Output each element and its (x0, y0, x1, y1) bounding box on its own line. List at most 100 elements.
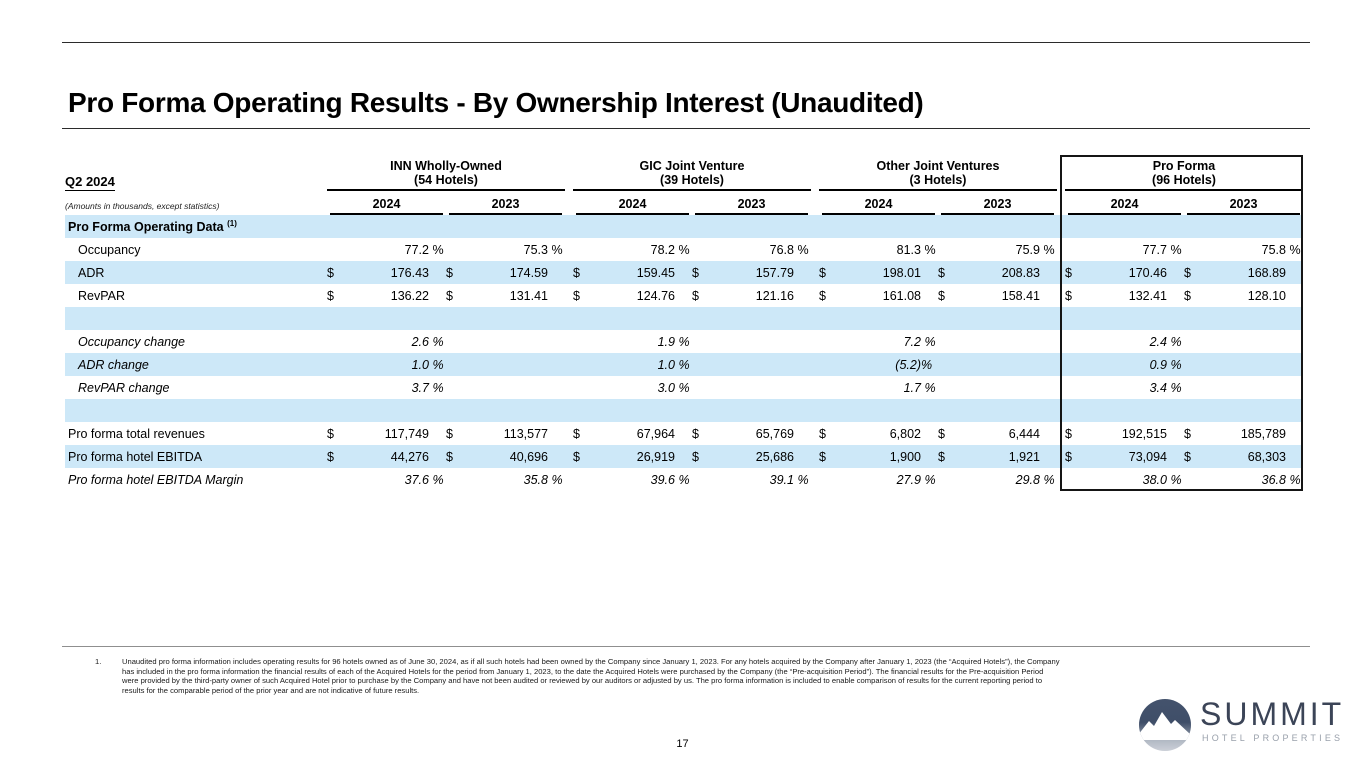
value: 2.4 (1149, 334, 1167, 349)
value: 128.10 (1247, 288, 1286, 303)
dollar-sign: $ (446, 265, 453, 280)
percent-suffix: % (921, 380, 936, 395)
dollar-sign: $ (819, 449, 826, 464)
value-cell: $185,789 (1184, 422, 1303, 445)
percent-suffix: % (675, 242, 690, 257)
value-cell: $157.79 (692, 261, 811, 284)
value-cell: $1,921 (938, 445, 1057, 468)
value-cell (819, 399, 938, 422)
percent-suffix: % (1167, 380, 1182, 395)
logo-name: SUMMIT (1200, 696, 1345, 732)
value: 1.0 (657, 357, 675, 372)
value-cell: 1.7 % (819, 376, 938, 399)
value: 77.2 (404, 242, 429, 257)
dollar-sign: $ (819, 265, 826, 280)
value-cell (938, 215, 1057, 238)
value-cell: (5.2)% (819, 353, 938, 376)
value: 161.08 (882, 288, 921, 303)
value-cell: $40,696 (446, 445, 565, 468)
title-rule (62, 128, 1310, 129)
value: 1,900 (889, 449, 921, 464)
value-cell: 7.2 % (819, 330, 938, 353)
value: 25,686 (755, 449, 794, 464)
value-cell: 75.9 % (938, 238, 1057, 261)
value-cell: 0.9 % (1065, 353, 1184, 376)
value: 26,919 (636, 449, 675, 464)
value-cell (1184, 307, 1303, 330)
dollar-sign: $ (327, 288, 334, 303)
percent-suffix: % (675, 472, 690, 487)
dollar-sign: $ (573, 449, 580, 464)
dollar-sign: $ (446, 449, 453, 464)
pro-forma-table: Q2 2024 INN Wholly-Owned (54 Hotels) GIC J… (65, 155, 1303, 491)
value: 6,444 (1008, 426, 1040, 441)
value-cell (1184, 376, 1303, 399)
value: 3.4 (1149, 380, 1167, 395)
value-cell: $174.59 (446, 261, 565, 284)
value: 6,802 (889, 426, 921, 441)
value-cell: $44,276 (327, 445, 446, 468)
year-header: 2023 (449, 197, 562, 215)
percent-suffix: % (429, 380, 444, 395)
percent-suffix: % (921, 242, 936, 257)
value-cell (938, 353, 1057, 376)
value: 136.22 (390, 288, 429, 303)
group-name: GIC Joint Venture (639, 159, 745, 173)
value: 75.9 (1015, 242, 1040, 257)
value-cell: 81.3 % (819, 238, 938, 261)
value: 73,094 (1128, 449, 1167, 464)
value-cell (692, 307, 811, 330)
dollar-sign: $ (1184, 288, 1191, 303)
value-cell: 77.7 % (1065, 238, 1184, 261)
percent-suffix: % (921, 357, 933, 372)
dollar-sign: $ (327, 426, 334, 441)
value-cell: 1.9 % (573, 330, 692, 353)
dollar-sign: $ (327, 265, 334, 280)
value-cell (692, 353, 811, 376)
value-cell: 38.0 % (1065, 468, 1184, 491)
value-cell (1184, 399, 1303, 422)
percent-suffix: % (921, 334, 936, 349)
table-body: Pro Forma Operating Data (1) Occupancy 77.… (65, 215, 1303, 491)
value: 1,921 (1008, 449, 1040, 464)
value-cell (446, 307, 565, 330)
value-cell: $159.45 (573, 261, 692, 284)
value-cell: $161.08 (819, 284, 938, 307)
table-row: Pro forma total revenues $117,749 $113,577… (65, 422, 1303, 445)
row-label: Pro forma hotel EBITDA (68, 449, 203, 464)
group-name: INN Wholly-Owned (390, 159, 502, 173)
value-cell: $73,094 (1065, 445, 1184, 468)
value-cell: 27.9 % (819, 468, 938, 491)
value: 198.01 (882, 265, 921, 280)
dollar-sign: $ (446, 426, 453, 441)
value: 131.41 (509, 288, 548, 303)
value-cell: 29.8 % (938, 468, 1057, 491)
group-header: INN Wholly-Owned (54 Hotels) (327, 155, 565, 191)
value: 39.1 (769, 472, 794, 487)
footnote: 1. Unaudited pro forma information inclu… (95, 657, 1060, 696)
value-cell: $26,919 (573, 445, 692, 468)
value: 1.7 (903, 380, 921, 395)
value: 76.8 (769, 242, 794, 257)
dollar-sign: $ (692, 288, 699, 303)
group-hotel-count: (39 Hotels) (660, 173, 724, 187)
table-row (65, 399, 1303, 422)
value-cell (1065, 399, 1184, 422)
logo-subtitle: HOTEL PROPERTIES (1202, 733, 1344, 743)
value: (5.2) (895, 357, 921, 372)
value-cell: $67,964 (573, 422, 692, 445)
value: 121.16 (755, 288, 794, 303)
value: 35.8 (523, 472, 548, 487)
value-cell: 37.6 % (327, 468, 446, 491)
footnote-number: 1. (95, 657, 102, 666)
percent-suffix: % (429, 472, 444, 487)
logo-text: SUMMIT HOTEL PROPERTIES (1200, 696, 1345, 744)
percent-suffix: % (429, 357, 444, 372)
dollar-sign: $ (573, 288, 580, 303)
value-cell: $198.01 (819, 261, 938, 284)
dollar-sign: $ (1184, 426, 1191, 441)
group-name: Other Joint Ventures (876, 159, 1000, 173)
value-cell: 78.2 % (573, 238, 692, 261)
table-row: RevPAR change 3.7 % 3.0 % 1.7 % 3.4 % (65, 376, 1303, 399)
value: 1.0 (411, 357, 429, 372)
